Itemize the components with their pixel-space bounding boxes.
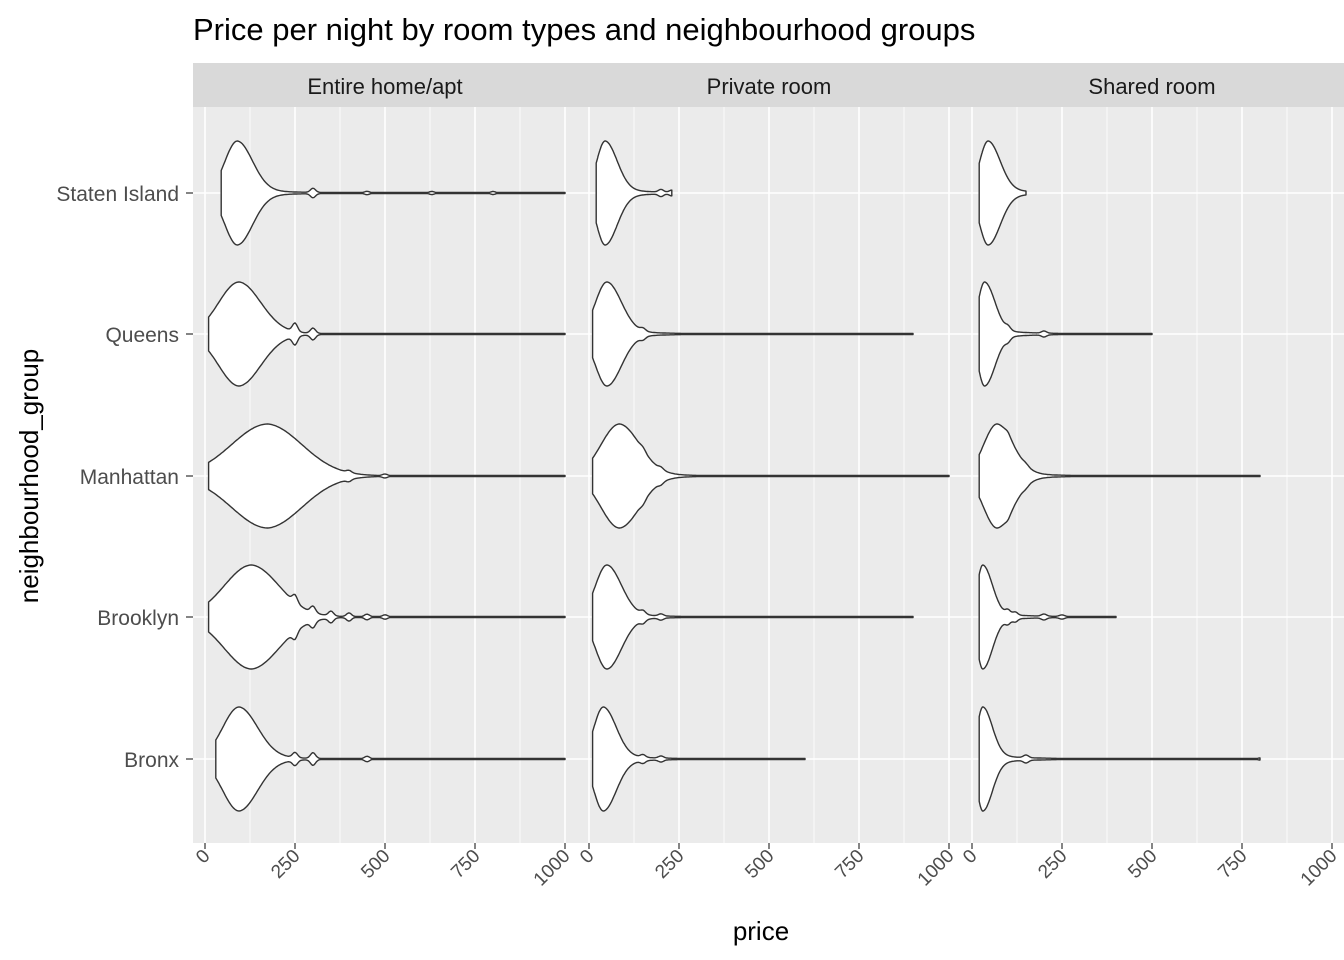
violin-bronx	[591, 706, 806, 812]
violin-queens	[591, 281, 914, 387]
y-axis-title: neighbourhood_group	[14, 349, 44, 603]
x-tick-label: 500	[1124, 846, 1161, 883]
violin-queens	[978, 281, 1153, 387]
chart-title: Price per night by room types and neighb…	[193, 12, 975, 47]
y-tick-label: Staten Island	[56, 183, 179, 206]
x-tick-label: 250	[1034, 846, 1071, 883]
x-tick-label: 500	[741, 846, 778, 883]
x-tick-label: 1000	[1297, 846, 1342, 891]
violin-staten-island	[595, 140, 673, 246]
x-tick-label: 250	[651, 846, 688, 883]
x-tick-label: 0	[959, 846, 981, 868]
violin-manhattan	[591, 423, 950, 529]
x-tick-label: 1000	[530, 846, 575, 891]
facet-label: Private room	[707, 74, 832, 99]
facet-label: Shared room	[1088, 74, 1215, 99]
violin-brooklyn	[591, 564, 914, 670]
y-axis-ticks: Bronx Brooklyn Manhattan Queens Staten Islan…	[56, 183, 193, 772]
x-tick-label: 750	[447, 846, 484, 883]
x-tick-label: 750	[831, 846, 868, 883]
panel-2: Shared room 0 250 500 750 1000	[959, 63, 1344, 890]
x-axis-title: price	[733, 916, 789, 946]
panel-1: Private room 0 250 500 750 1000	[576, 63, 961, 890]
x-tick-label: 750	[1214, 846, 1251, 883]
x-tick-label: 0	[192, 846, 214, 868]
strip-background	[577, 63, 961, 107]
y-tick-label: Manhattan	[80, 466, 179, 489]
violin-brooklyn	[978, 564, 1117, 670]
y-tick-label: Brooklyn	[97, 607, 179, 630]
violin-queens	[207, 281, 566, 387]
violin-manhattan	[207, 423, 566, 529]
strip-background	[193, 63, 577, 107]
facet-label: Entire home/apt	[307, 74, 462, 99]
y-tick-label: Bronx	[124, 749, 179, 772]
x-tick-label: 0	[576, 846, 598, 868]
y-tick-label: Queens	[105, 324, 179, 347]
violin-bronx	[978, 706, 1261, 812]
strip-background	[960, 63, 1344, 107]
x-tick-label: 250	[267, 846, 304, 883]
violin-staten-island	[220, 140, 566, 246]
violin-manhattan	[978, 423, 1261, 529]
violin-bronx	[215, 706, 566, 812]
panel-0: Entire home/apt 0 250 500 750 1000	[192, 63, 577, 890]
violin-staten-island	[978, 140, 1027, 246]
violin-brooklyn	[207, 564, 566, 670]
x-tick-label: 500	[357, 846, 394, 883]
x-tick-label: 1000	[914, 846, 959, 891]
